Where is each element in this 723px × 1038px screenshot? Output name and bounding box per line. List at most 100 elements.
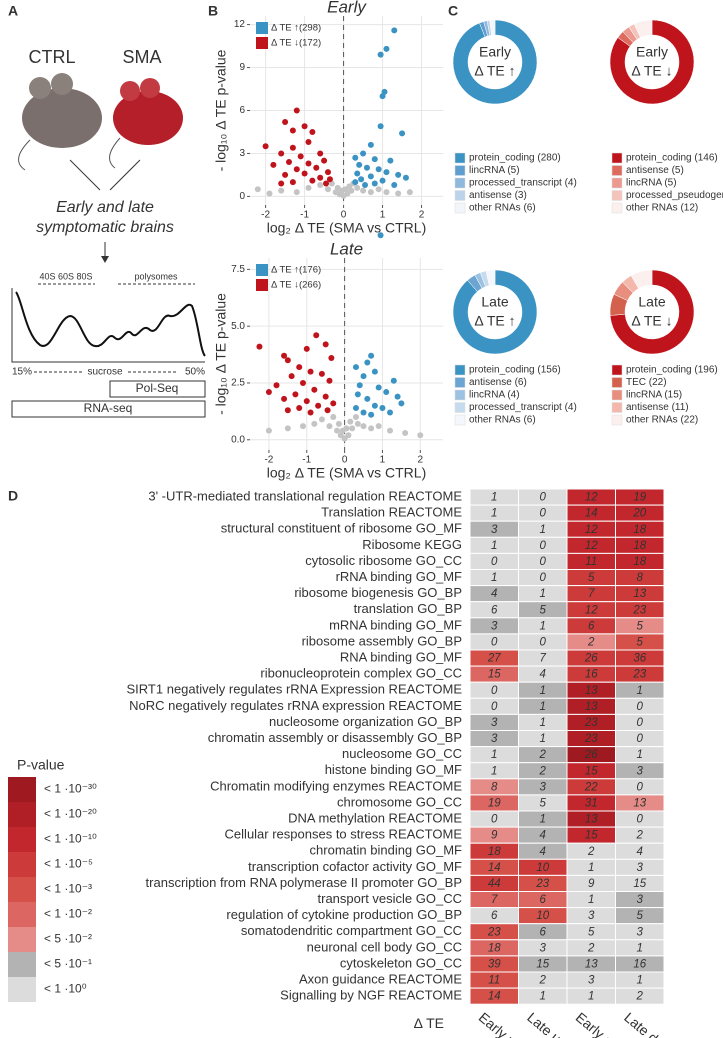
legend-label: processed_transcript (4) xyxy=(469,402,577,413)
row-label: transcription from RNA polymerase II pro… xyxy=(146,875,462,890)
x-axis-title: Δ TE xyxy=(414,1015,444,1031)
cell-value: 3 xyxy=(588,910,595,922)
row-label: neuronal cell body GO_CC xyxy=(307,939,462,954)
legend-swatch xyxy=(8,877,36,902)
data-point xyxy=(362,181,369,188)
data-point xyxy=(297,153,304,160)
cell-value: 12 xyxy=(585,540,598,552)
data-point xyxy=(375,186,382,193)
cell-value: 0 xyxy=(540,572,547,584)
data-point xyxy=(387,427,394,434)
cell-value: 0 xyxy=(637,717,644,729)
center-label: Late xyxy=(481,294,508,310)
row-label: Translation REACTOME xyxy=(321,505,462,520)
legend-label: < 1 ·10⁻⁵ xyxy=(44,857,93,871)
cell-value: 18 xyxy=(633,556,646,568)
cell-value: 1 xyxy=(588,991,594,1003)
data-point xyxy=(305,160,312,167)
legend-swatch xyxy=(611,165,623,176)
data-point xyxy=(303,345,310,352)
data-point xyxy=(354,420,361,427)
cell-value: 8 xyxy=(491,781,498,793)
data-point xyxy=(371,368,378,375)
data-point xyxy=(317,150,324,157)
data-point xyxy=(324,407,331,414)
data-point xyxy=(270,161,277,168)
data-point xyxy=(395,190,402,197)
cell-value: 1 xyxy=(588,862,594,874)
data-point xyxy=(352,179,359,186)
cell-value: 26 xyxy=(584,653,598,665)
data-point xyxy=(322,341,329,348)
legend-label: protein_coding (196) xyxy=(626,365,718,376)
cell-value: 6 xyxy=(491,910,498,922)
data-point xyxy=(317,181,324,188)
legend-swatch xyxy=(454,414,466,426)
cell-value: 14 xyxy=(585,508,598,520)
cell-value: 13 xyxy=(585,701,598,713)
x-axis-label: log₂ Δ TE (SMA vs CTRL) xyxy=(267,465,426,481)
y-tick-label: 12 xyxy=(234,19,246,30)
legend-swatch xyxy=(8,802,36,827)
legend-swatch xyxy=(454,177,466,189)
data-point xyxy=(254,186,261,193)
cell-value: 3 xyxy=(637,765,644,777)
cell-value: 1 xyxy=(540,814,546,826)
data-point xyxy=(367,141,374,148)
cell-value: 2 xyxy=(587,942,595,954)
row-label: nucleosome GO_CC xyxy=(342,746,462,761)
data-point xyxy=(398,400,405,407)
data-point xyxy=(375,384,382,391)
y-axis-label: - log₁₀ Δ TE p-value xyxy=(213,293,229,415)
data-point xyxy=(281,395,288,402)
cell-value: 18 xyxy=(488,846,501,858)
legend-label: Δ TE ↑(298) xyxy=(271,23,321,34)
row-label: chromosome GO_CC xyxy=(337,794,462,809)
data-point xyxy=(364,395,371,402)
cell-value: 0 xyxy=(491,701,498,713)
data-point xyxy=(278,187,285,194)
sma-mouse-tail xyxy=(109,137,121,169)
data-point xyxy=(367,173,374,180)
cell-value: 5 xyxy=(637,910,644,922)
data-point xyxy=(377,123,384,130)
sma-mouse-ear xyxy=(120,81,140,101)
y-tick-label: 9 xyxy=(239,62,245,73)
row-label: DNA methylation REACTOME xyxy=(288,810,462,825)
cell-value: 0 xyxy=(491,636,498,648)
data-point xyxy=(282,171,289,178)
x-tick-label: -2 xyxy=(264,455,273,466)
panel-label: C xyxy=(448,3,458,19)
y-tick-label: 0.0 xyxy=(231,434,245,445)
data-point xyxy=(406,189,413,196)
legend-label: antisense (3) xyxy=(469,190,527,201)
data-point xyxy=(299,423,306,430)
cell-value: 15 xyxy=(536,958,549,970)
data-point xyxy=(284,425,291,432)
legend-label: TEC (22) xyxy=(626,377,667,388)
data-point xyxy=(284,407,291,414)
data-point xyxy=(293,107,300,114)
data-point xyxy=(347,418,354,425)
cell-value: 0 xyxy=(540,556,547,568)
legend-label: Δ TE ↓(266) xyxy=(271,280,321,291)
gradient-label: 50% xyxy=(185,367,205,378)
data-point xyxy=(324,169,331,176)
panel-label: A xyxy=(8,3,18,19)
data-point xyxy=(284,357,291,364)
row-label: regulation of cytokine production GO_BP xyxy=(226,907,462,922)
data-point xyxy=(309,128,316,135)
data-point xyxy=(281,352,288,359)
y-axis-label: - log₁₀ Δ TE p-value xyxy=(213,49,229,171)
legend-swatch xyxy=(611,389,623,401)
data-point xyxy=(356,382,363,389)
row-label: SIRT1 negatively regulates rRNA Expressi… xyxy=(127,682,463,697)
legend-label: lincRNA (5) xyxy=(626,178,677,189)
cell-value: 6 xyxy=(540,894,547,906)
legend-label: < 1 ·10⁻³ xyxy=(44,882,92,896)
cell-value: 10 xyxy=(536,862,549,874)
ctrl-mouse-ear xyxy=(29,77,51,99)
cell-value: 1 xyxy=(491,765,497,777)
data-point xyxy=(309,177,316,184)
data-point xyxy=(293,189,300,196)
